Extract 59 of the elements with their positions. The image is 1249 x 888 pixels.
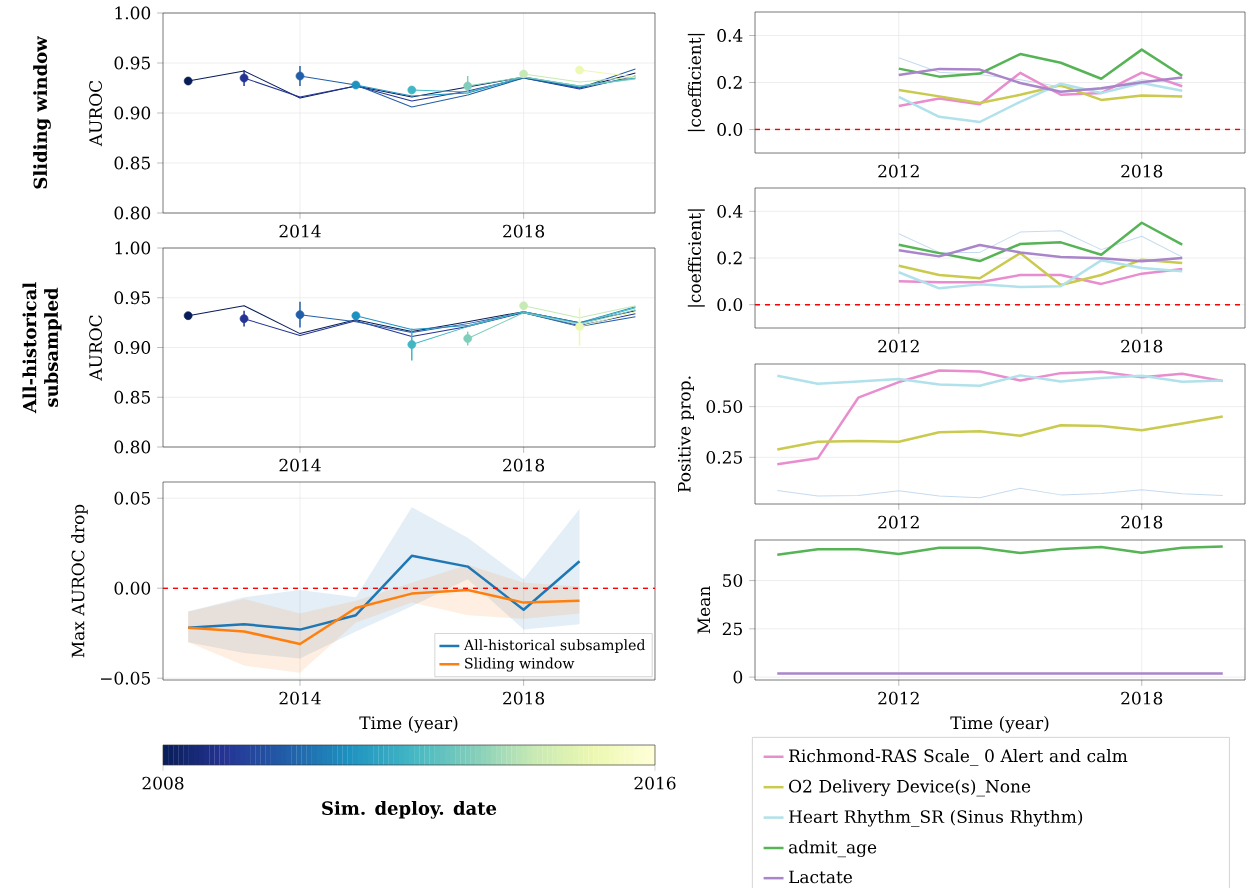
y-axis-title: |coefficient| xyxy=(687,33,705,132)
legend-label: O2 Delivery Device(s)_None xyxy=(789,779,1031,797)
x-tick-label: 2018 xyxy=(1121,515,1163,529)
y-tick-label: 0.50 xyxy=(706,400,743,414)
x-tick-label: 2012 xyxy=(878,339,919,353)
x-tick-label: 2018 xyxy=(503,458,545,472)
y-tick-label: 0.85 xyxy=(114,156,150,170)
y-tick-label: 0.4 xyxy=(717,29,743,42)
x-tick-label: 2018 xyxy=(1121,691,1163,705)
y-axis-title: Max AUROC drop xyxy=(71,504,88,658)
y-axis-title: Positive prop. xyxy=(677,376,694,493)
x-tick-label: 2012 xyxy=(878,164,919,178)
x-tick-label: 2014 xyxy=(279,224,321,238)
legend-label: All-historical subsampled xyxy=(463,639,646,654)
color-bar-label: 2008 xyxy=(142,776,184,790)
y-tick-label: 0.0 xyxy=(717,298,743,312)
y-tick-label: 25 xyxy=(722,622,742,636)
y-tick-label: 0 xyxy=(733,670,743,684)
legend-label: admit_age xyxy=(788,840,877,858)
legend-label: Sliding window xyxy=(465,657,575,672)
y-tick-label: 0.2 xyxy=(717,76,742,89)
x-tick-label: 2018 xyxy=(1121,164,1163,178)
y-tick-label: 50 xyxy=(723,574,743,587)
y-tick-label: 0.90 xyxy=(114,106,151,120)
x-tick-label: 2012 xyxy=(878,515,919,529)
legend-label: Richmond-RAS Scale_ 0 Alert and calm xyxy=(789,749,1128,766)
y-tick-label: 0.4 xyxy=(717,204,743,218)
y-tick-label: 0.80 xyxy=(114,440,151,454)
y-tick-label: 0.95 xyxy=(114,291,150,305)
y-tick-label: −0.05 xyxy=(100,671,150,685)
y-axis-title: AUROC xyxy=(89,315,102,381)
y-tick-label: 0.90 xyxy=(114,341,151,354)
y-axis-title: Mean xyxy=(697,586,711,634)
y-tick-label: 0.0 xyxy=(717,123,743,136)
x-tick-label: 2018 xyxy=(503,691,545,705)
x-tick-label: 2018 xyxy=(503,224,545,238)
y-axis-title: |coefficient| xyxy=(687,209,705,307)
color-bar-label: 2016 xyxy=(634,776,676,790)
y-tick-label: 0.85 xyxy=(114,390,150,404)
x-tick-label: 2018 xyxy=(1121,339,1163,353)
x-tick-label: 2012 xyxy=(878,691,919,705)
y-tick-label: 0.80 xyxy=(114,206,151,220)
legend-label: Lactate xyxy=(789,870,853,884)
legend-label: Heart Rhythm_SR (Sinus Rhythm) xyxy=(789,809,1083,827)
x-axis-title: Time (year) xyxy=(950,716,1049,733)
y-tick-label: 0.2 xyxy=(717,251,742,265)
y-tick-label: 1.00 xyxy=(115,6,151,20)
y-tick-label: 0.00 xyxy=(114,581,151,595)
text: Sliding window xyxy=(33,36,51,189)
x-tick-label: 2014 xyxy=(279,458,321,472)
y-tick-label: 0.25 xyxy=(706,450,742,464)
x-tick-label: 2014 xyxy=(279,691,321,705)
text: All-historical subsampled xyxy=(22,282,62,414)
color-bar-title: Sim. deploy. date xyxy=(322,801,497,819)
y-tick-label: 1.00 xyxy=(115,241,151,255)
y-tick-label: 0.05 xyxy=(114,491,150,505)
y-tick-label: 0.95 xyxy=(114,56,150,70)
y-axis-title: AUROC xyxy=(89,80,102,147)
x-axis-title: Time (year) xyxy=(359,716,458,733)
